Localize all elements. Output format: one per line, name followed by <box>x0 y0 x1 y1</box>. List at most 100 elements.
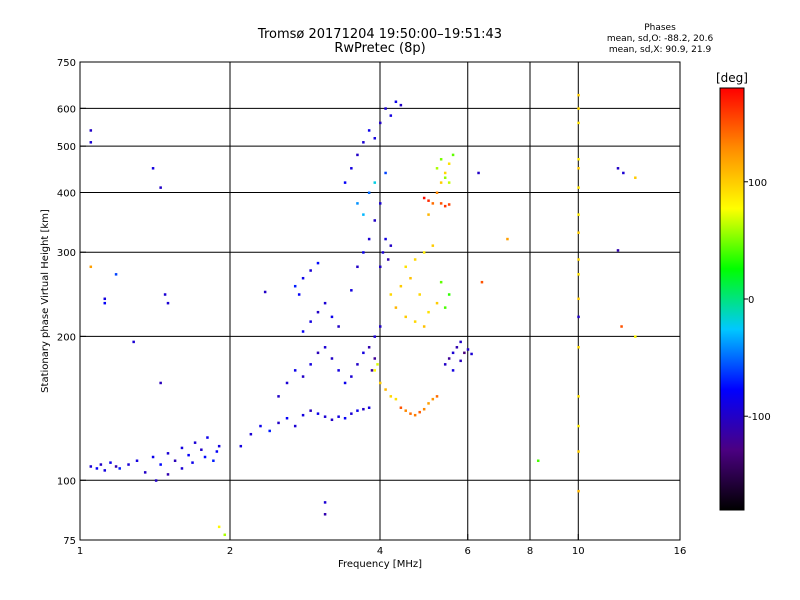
data-point <box>439 181 443 184</box>
data-point <box>431 397 435 401</box>
data-point <box>263 290 267 294</box>
data-point <box>217 444 221 448</box>
data-point <box>389 114 393 117</box>
y-axis-label: Stationary phase Virtual Height [km] <box>40 209 51 393</box>
data-point <box>384 171 387 175</box>
data-point <box>206 436 209 439</box>
data-point <box>350 289 353 292</box>
data-point <box>379 265 382 269</box>
data-point <box>330 418 334 422</box>
data-point <box>634 335 637 338</box>
data-point <box>367 129 371 132</box>
phases-info-o-mode: mean, sd,O: -88.2, 20.6 <box>606 34 714 44</box>
data-point <box>323 301 327 305</box>
data-point <box>480 280 484 284</box>
x-tick-label: 6 <box>465 546 471 557</box>
data-point <box>427 213 430 216</box>
data-point <box>118 467 121 470</box>
colorbar-tick-label: 100 <box>748 178 767 189</box>
data-point <box>356 363 359 366</box>
data-point <box>356 265 359 269</box>
data-point <box>330 315 334 319</box>
phases-info-heading: Phases <box>644 23 676 33</box>
data-point <box>293 284 297 288</box>
data-point <box>409 412 412 415</box>
data-point <box>127 463 130 466</box>
data-point <box>477 171 480 175</box>
data-point <box>389 293 393 296</box>
data-point <box>362 407 365 411</box>
data-point <box>187 453 190 457</box>
data-point <box>154 479 158 482</box>
data-point <box>180 467 184 470</box>
data-point <box>577 93 580 97</box>
data-point <box>373 335 377 338</box>
data-point <box>620 325 623 328</box>
data-point <box>285 381 289 385</box>
data-point <box>362 351 365 355</box>
data-point <box>399 284 403 288</box>
data-point <box>163 293 167 296</box>
chart-subtitle: RwPretec (8p) <box>334 41 426 56</box>
colorbar-ticks: 100 0 -100 <box>744 178 771 423</box>
chart-title: Tromsø 20171204 19:50:00–19:51:43 <box>257 27 503 42</box>
data-point <box>95 467 99 470</box>
data-point <box>373 369 377 372</box>
data-point <box>373 137 377 140</box>
data-point <box>268 429 271 433</box>
data-point <box>323 415 327 418</box>
data-point <box>384 107 387 110</box>
data-point <box>379 121 382 125</box>
data-point <box>413 320 417 323</box>
data-point <box>386 258 390 261</box>
data-point <box>447 357 451 360</box>
data-point <box>343 381 347 385</box>
colorbar-tick-label: -100 <box>748 412 771 423</box>
data-point <box>470 352 473 356</box>
data-point <box>577 450 580 453</box>
data-point <box>249 432 253 436</box>
data-point <box>370 369 374 372</box>
data-point <box>376 363 379 366</box>
data-point <box>451 153 455 157</box>
data-point <box>422 325 426 328</box>
data-point <box>337 325 340 328</box>
data-point <box>399 103 403 107</box>
y-tick-label: 750 <box>57 58 76 69</box>
data-point <box>367 191 371 194</box>
y-tick-label: 75 <box>63 536 76 547</box>
data-point <box>431 202 435 205</box>
data-point <box>506 237 509 241</box>
y-tick-label: 600 <box>57 104 76 115</box>
data-point <box>212 459 215 462</box>
data-point <box>616 167 620 170</box>
data-point <box>356 202 359 205</box>
data-point <box>89 265 93 269</box>
data-point <box>89 465 93 468</box>
data-point <box>413 413 417 417</box>
data-point <box>427 402 430 405</box>
data-point <box>399 406 403 409</box>
data-point <box>293 369 297 372</box>
data-point <box>166 473 170 476</box>
data-point <box>447 162 451 165</box>
data-point <box>447 293 451 296</box>
scatter-points <box>89 93 637 537</box>
data-point <box>309 269 312 272</box>
y-tick-label: 100 <box>57 476 76 487</box>
data-point <box>443 363 447 366</box>
data-point <box>577 167 580 170</box>
data-point <box>323 513 327 516</box>
data-point <box>356 409 359 412</box>
data-point <box>577 121 580 125</box>
data-point <box>191 461 194 464</box>
data-point <box>577 424 580 428</box>
data-point <box>404 315 407 319</box>
data-point <box>466 348 470 351</box>
data-point <box>362 213 365 216</box>
data-point <box>89 141 93 144</box>
data-point <box>309 320 312 323</box>
data-point <box>427 310 430 314</box>
data-point <box>577 273 580 276</box>
